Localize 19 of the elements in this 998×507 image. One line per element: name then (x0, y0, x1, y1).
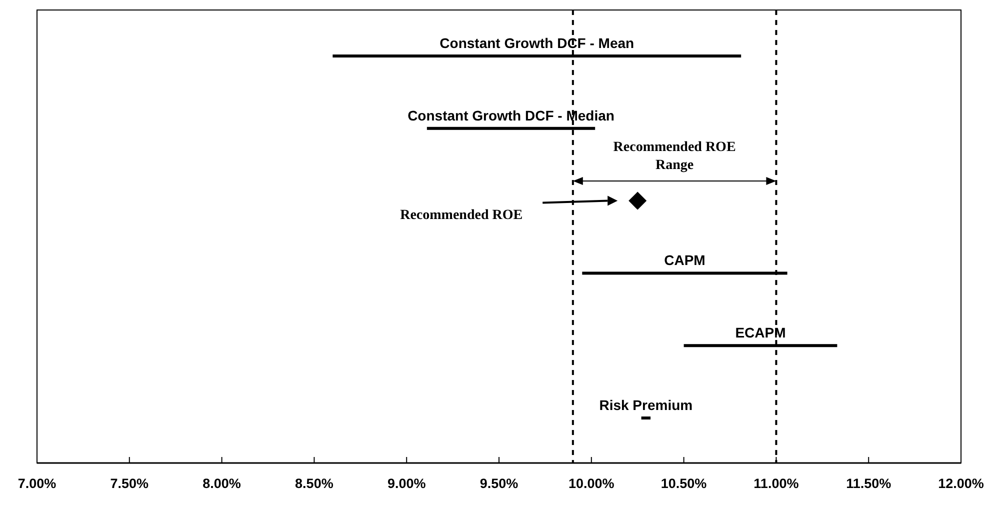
x-tick-label: 10.50% (660, 476, 707, 491)
x-tick-label: 9.50% (480, 476, 518, 491)
x-tick-label: 7.50% (110, 476, 149, 491)
y-tick-label: Constant Growth DCF - Mean (440, 35, 634, 51)
x-tick-label: 7.00% (18, 476, 56, 491)
annotation: Recommended ROE Range (613, 140, 736, 173)
x-tick-label: 8.50% (295, 476, 334, 491)
bar (641, 416, 651, 420)
y-tick-label: CAPM (664, 252, 706, 268)
y-tick-label: Constant Growth DCF - Median (408, 107, 614, 124)
y-tick-label: Recommended ROE (400, 208, 523, 223)
x-tick-label: 11.50% (846, 476, 892, 491)
y-tick-label: Risk Premium (599, 397, 693, 413)
x-tick-label: 12.00% (938, 476, 984, 491)
x-tick-label: 10.00% (568, 476, 614, 491)
y-tick-label: ECAPM (735, 324, 786, 341)
x-tick-label: 9.00% (387, 476, 426, 491)
x-tick-label: 11.00% (754, 476, 799, 491)
x-tick-label: 8.00% (202, 476, 241, 491)
